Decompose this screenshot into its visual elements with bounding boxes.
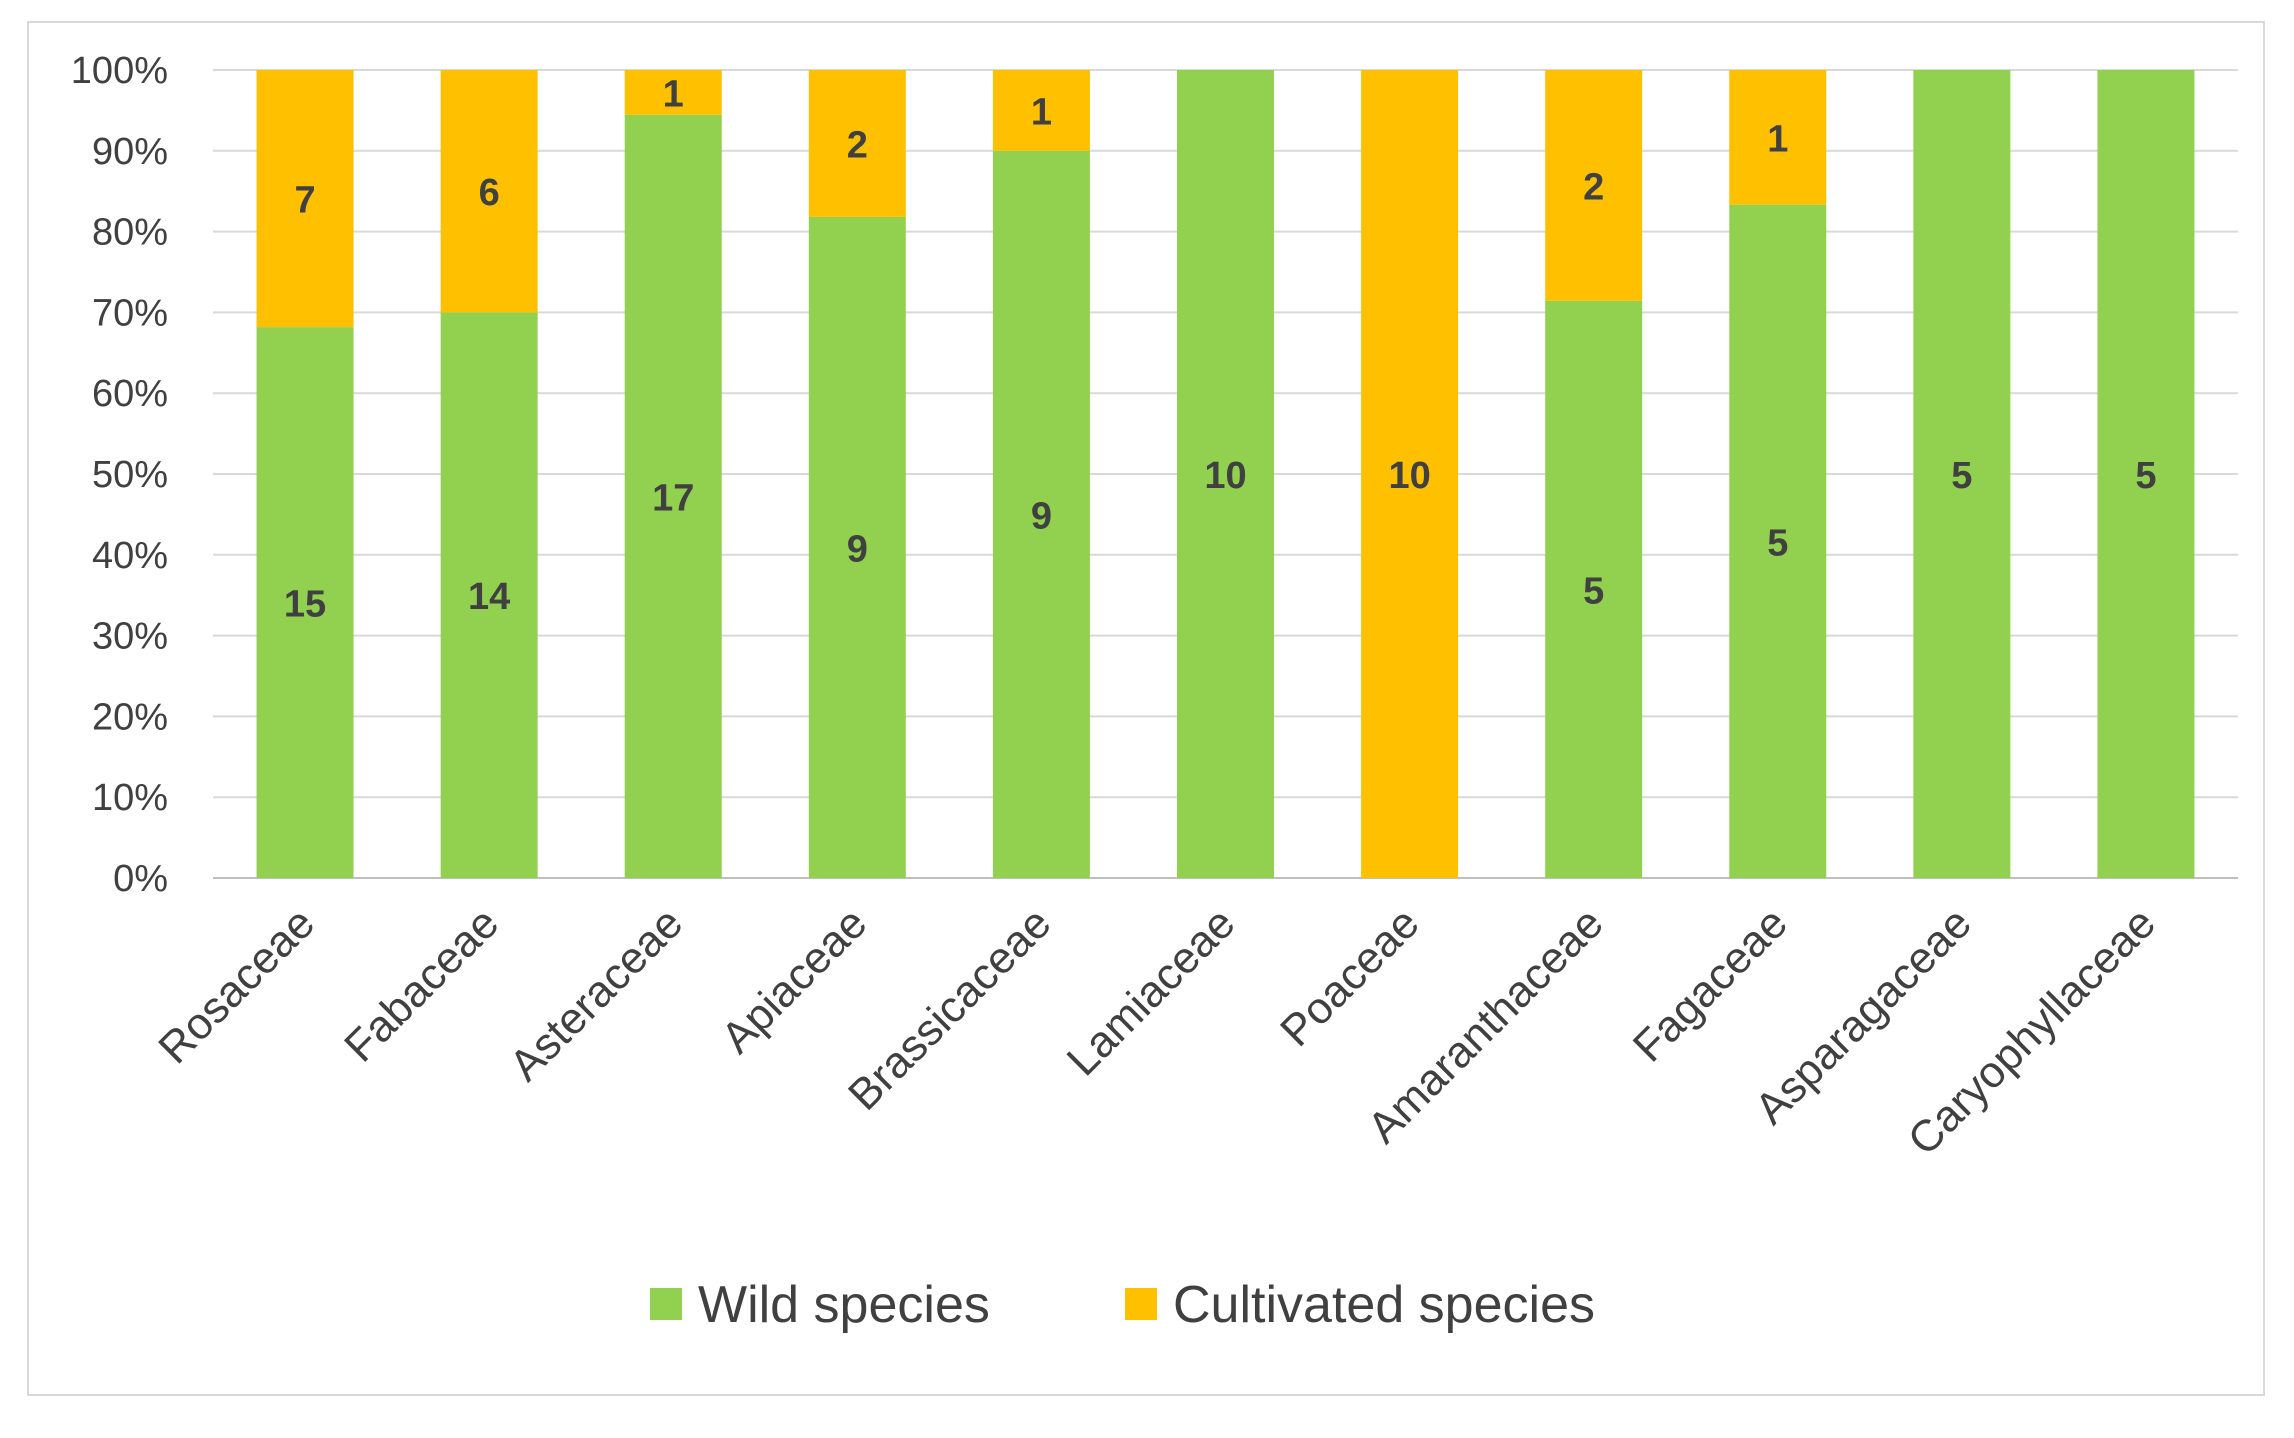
legend-swatch: [650, 1288, 682, 1320]
bar-segment: [1177, 70, 1274, 878]
bar-segment: [1729, 70, 1827, 205]
bar-segment: [1913, 70, 2011, 878]
bar-segment: [624, 70, 722, 115]
category-label: Rosaceae: [149, 898, 324, 1073]
data-label: 7: [294, 180, 315, 222]
bar-segment: [1545, 300, 1643, 878]
bar-segment: [624, 114, 722, 878]
y-tick-label: 40%: [92, 535, 168, 577]
y-axis-ticks: 0% 10% 20% 30% 40% 50% 60% 70% 80% 90% 100%: [71, 50, 168, 900]
bar-segment: [440, 312, 538, 878]
bar-segment: [256, 327, 354, 878]
bar-segment: [256, 70, 354, 328]
data-label: 5: [1767, 522, 1788, 564]
data-label: 5: [1583, 570, 1604, 612]
y-tick-label: 70%: [92, 292, 168, 334]
bar-segment: [1545, 70, 1643, 301]
bars: [256, 70, 2195, 879]
y-tick-label: 50%: [92, 454, 168, 496]
data-label: 15: [284, 584, 326, 626]
y-tick-label: 0%: [113, 858, 168, 900]
bar-segment: [992, 70, 1090, 151]
y-tick-label: 20%: [92, 696, 168, 738]
category-label: Poaceae: [1271, 898, 1428, 1055]
data-label: 9: [847, 528, 868, 570]
data-label: 1: [1767, 118, 1788, 160]
y-tick-label: 10%: [92, 777, 168, 819]
category-label: Apiaceae: [712, 898, 876, 1062]
y-tick-label: 80%: [92, 212, 168, 254]
y-tick-label: 100%: [71, 50, 168, 92]
data-label: 1: [1031, 91, 1052, 133]
bar-segment: [992, 150, 1090, 879]
category-label: Fabaceae: [335, 898, 508, 1071]
data-label: 6: [479, 172, 500, 214]
bar-segment: [1729, 204, 1827, 878]
data-label: 5: [2135, 455, 2156, 497]
y-tick-label: 90%: [92, 131, 168, 173]
legend-label: Cultivated species: [1173, 1276, 1595, 1334]
data-label: 2: [1583, 166, 1604, 208]
y-tick-label: 60%: [92, 373, 168, 415]
chart-frame: [27, 21, 2265, 1396]
data-label: 14: [468, 576, 510, 618]
bar-segment: [440, 70, 538, 313]
data-label: 10: [1204, 455, 1246, 497]
bar-segment: [808, 70, 906, 217]
bar-segment: [808, 216, 906, 879]
category-label: Lamiaceae: [1058, 898, 1245, 1085]
category-label: Asteraceae: [500, 898, 692, 1090]
data-label: 5: [1951, 455, 1972, 497]
data-label: 10: [1388, 455, 1430, 497]
y-tick-label: 30%: [92, 616, 168, 658]
category-label: Fagaceae: [1624, 898, 1797, 1071]
bar-segment: [2097, 70, 2195, 878]
data-label: 17: [652, 477, 694, 519]
data-label: 9: [1031, 495, 1052, 537]
data-label: 2: [847, 124, 868, 166]
data-label: 1: [663, 73, 684, 115]
legend-swatch: [1125, 1288, 1157, 1320]
legend-label: Wild species: [698, 1276, 990, 1334]
bar-segment: [1361, 70, 1459, 878]
legend: Wild species Cultivated species: [650, 1276, 1595, 1334]
